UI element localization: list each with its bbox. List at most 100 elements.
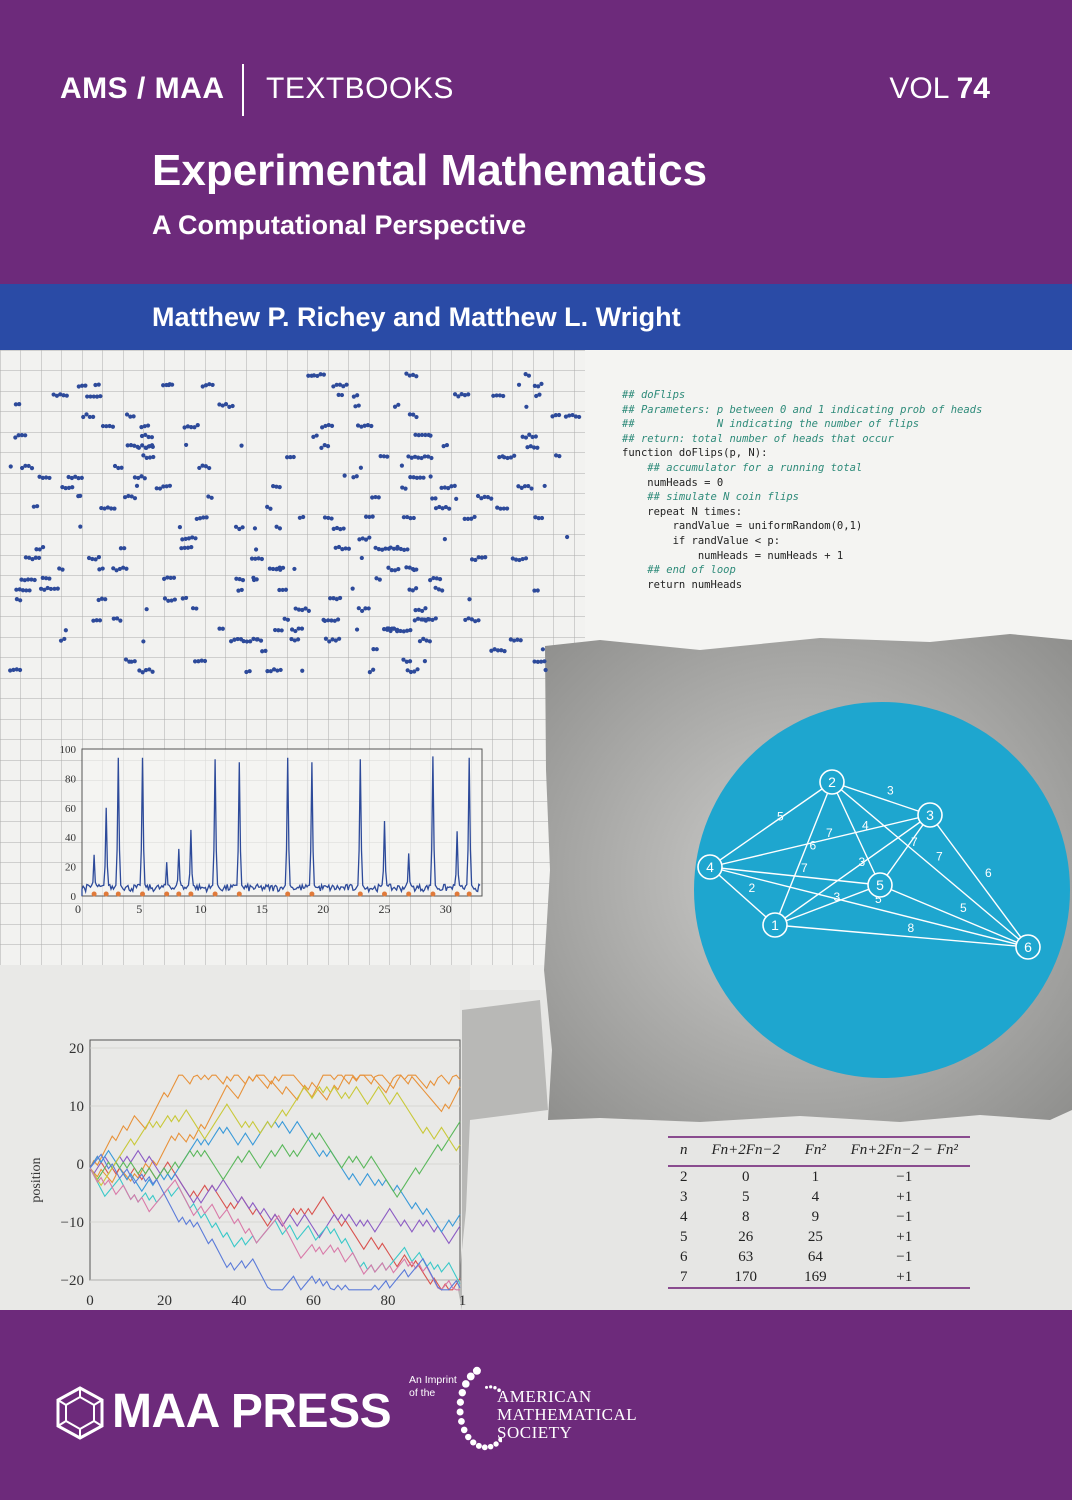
plot-dot xyxy=(360,536,365,541)
plot-dot xyxy=(109,506,114,511)
table-cell: 63 xyxy=(738,1249,754,1265)
plot-dot xyxy=(374,576,379,581)
plot-dot xyxy=(440,506,445,511)
plot-dot xyxy=(523,435,529,440)
plot-dot xyxy=(210,382,215,388)
plot-dot xyxy=(314,433,319,438)
plot-dot xyxy=(367,535,372,540)
plot-dot xyxy=(357,537,362,542)
walk-x-tick: 20 xyxy=(157,1293,172,1309)
plot-dot xyxy=(423,606,428,611)
plot-dot xyxy=(469,617,475,622)
plot-dot xyxy=(142,424,147,429)
plot-dot xyxy=(91,394,96,399)
plot-dot xyxy=(476,618,481,623)
fibonacci-table: n Fn+2Fn−2 Fn² Fn+2Fn−2 − Fn² 2 0 1 −1 3 5 4 +1… xyxy=(668,1136,970,1289)
plot-dot xyxy=(13,402,18,407)
graph-edge xyxy=(929,814,1029,948)
plot-dot xyxy=(42,587,47,592)
plot-dot xyxy=(199,658,204,663)
edge-weight: 7 xyxy=(911,835,918,849)
plot-dot xyxy=(274,567,279,572)
spectrum-marker xyxy=(164,891,170,897)
plot-dot xyxy=(200,384,205,389)
plot-dot xyxy=(149,435,155,440)
edge-weight: 7 xyxy=(826,826,833,840)
plot-dot xyxy=(64,393,69,398)
plot-dot xyxy=(62,636,67,642)
plot-dot xyxy=(293,606,298,611)
plot-dot xyxy=(278,667,283,673)
plot-dot xyxy=(354,474,359,479)
table-cell: −1 xyxy=(896,1209,913,1225)
plot-dot xyxy=(412,454,418,459)
plot-dot xyxy=(419,432,425,438)
spectrum-y-tick: 40 xyxy=(65,832,77,844)
plot-dot xyxy=(139,425,144,430)
plot-dot xyxy=(414,414,419,420)
plot-dot xyxy=(145,423,151,428)
plot-dot xyxy=(179,546,184,551)
plot-dot xyxy=(265,668,270,674)
plot-dot xyxy=(536,516,541,521)
table-row: 6 63 64 −1 xyxy=(668,1247,970,1267)
table-row: 3 5 4 +1 xyxy=(668,1187,970,1207)
plot-dot xyxy=(144,455,149,460)
plot-dot xyxy=(79,475,84,480)
graph-node xyxy=(762,912,788,938)
plot-dot xyxy=(495,648,501,653)
graph-edge xyxy=(774,884,881,926)
plot-dot xyxy=(529,486,534,491)
plot-dot xyxy=(515,637,520,642)
plot-dot xyxy=(408,628,413,633)
plot-dot xyxy=(177,525,182,530)
plot-dot xyxy=(83,383,88,388)
plot-dot xyxy=(140,670,145,675)
plot-dot xyxy=(414,374,419,379)
spectrum-marker xyxy=(176,891,182,897)
plot-dot xyxy=(182,545,187,550)
plot-dot xyxy=(398,628,403,634)
plot-dot xyxy=(194,516,199,522)
plot-dot xyxy=(252,526,258,531)
plot-dot xyxy=(134,483,140,488)
plot-dot xyxy=(78,493,83,499)
plot-dot xyxy=(322,618,327,623)
plot-dot xyxy=(43,576,49,581)
plot-dot xyxy=(331,596,336,601)
plot-dot xyxy=(497,455,502,460)
plot-dot xyxy=(285,617,291,622)
plot-dot xyxy=(467,597,472,602)
plot-dot xyxy=(147,667,152,672)
plot-dot xyxy=(436,587,441,592)
plot-dot xyxy=(420,608,425,614)
plot-dot xyxy=(146,434,151,440)
plot-dot xyxy=(18,598,23,603)
plot-dot xyxy=(371,667,376,672)
plot-dot xyxy=(323,636,329,641)
plot-dot xyxy=(370,514,375,519)
plot-dot xyxy=(377,577,382,582)
plot-dot xyxy=(499,648,504,653)
plot-dot xyxy=(66,485,72,490)
plot-dot xyxy=(336,544,342,550)
plot-dot xyxy=(251,577,257,583)
plot-dot xyxy=(45,585,50,591)
plot-dot xyxy=(283,587,289,592)
plot-dot xyxy=(334,382,339,387)
plot-dot xyxy=(47,576,52,581)
plot-dot xyxy=(326,422,331,428)
imprint-note: An Imprint of the xyxy=(409,1374,457,1400)
plot-dot xyxy=(469,516,474,521)
series-type: TEXTBOOKS xyxy=(266,72,454,105)
plot-dot xyxy=(239,443,244,448)
plot-dot xyxy=(185,424,190,429)
plot-dot xyxy=(164,484,169,489)
plot-dot xyxy=(371,647,376,652)
spectrum-x-tick: 10 xyxy=(195,902,207,916)
plot-dot xyxy=(532,383,537,388)
plot-dot xyxy=(8,668,13,673)
plot-dot xyxy=(217,402,222,407)
edge-weight: 5 xyxy=(875,892,882,906)
plot-dot xyxy=(34,547,39,552)
